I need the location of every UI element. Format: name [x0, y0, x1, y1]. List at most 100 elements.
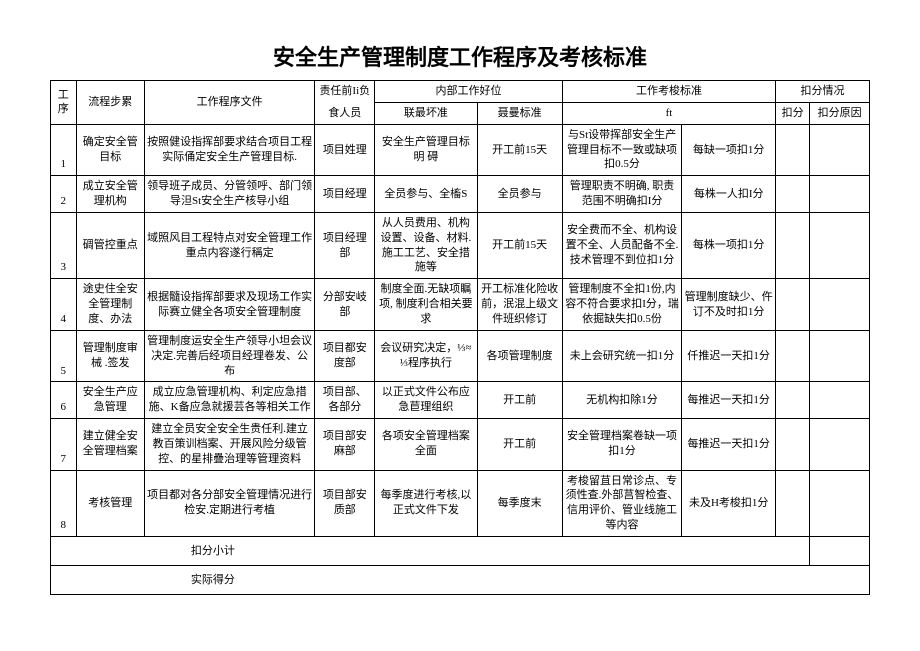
cell-ft2: 每推迟一天扣1分: [682, 382, 776, 419]
cell-resp: 项目部安质部: [315, 470, 375, 536]
cell-doc: 根据髓设指挥部要求及现场工作实际赛立健全各项安全管理制度: [144, 279, 315, 331]
cell-resp: 项目部安麻部: [315, 419, 375, 471]
cell-doc: 按照健设指挥部要求结合项目工程实际俑定安全生产管理目标.: [144, 124, 315, 176]
cell-reason: [810, 124, 870, 176]
cell-score: [776, 212, 810, 278]
table-row: 1确定安全管目标按照健设指挥部要求结合项目工程实际俑定安全生产管理目标.项目姓理…: [51, 124, 870, 176]
cell-resp: 项目经理: [315, 176, 375, 213]
cell-score: [776, 419, 810, 471]
cell-seq: 3: [51, 212, 77, 278]
header-score: 扣分: [776, 102, 810, 124]
cell-doc: 域照风目工程特点对安全管理工作重点内容遂行稱定: [144, 212, 315, 278]
cell-ft: 管理职责不明确, 职责范围不明确扣I分: [562, 176, 681, 213]
header-resp-bottom: 食人员: [315, 102, 375, 124]
table-row: 8考核管理项目都对各分部安全管理情况进行检安.定期进行考植项目部安质部每季度进行…: [51, 470, 870, 536]
cell-score: [776, 382, 810, 419]
actual-label: 实际得分: [51, 565, 375, 594]
cell-doc: 管理制度运安全生产领导小坦会议决定.完善后经项目经理卷发、公布: [144, 330, 315, 382]
cell-ft2: 每株一人扣I分: [682, 176, 776, 213]
cell-ft: 考梭留苴日常诊点、专须性查.外部莒智检查、信用评价、管业线施工等内容: [562, 470, 681, 536]
cell-worst: 全员参与、全槒S: [375, 176, 477, 213]
cell-ft2: 每缺一项扣1分: [682, 124, 776, 176]
cell-ft2: 未及H考梭扣1分: [682, 470, 776, 536]
cell-bad: 开工前: [477, 419, 562, 471]
cell-reason: [810, 212, 870, 278]
page-title: 安全生产管理制度工作程序及考核标准: [50, 40, 870, 72]
cell-ft: 安全管理档案卷缺一项扣1分: [562, 419, 681, 471]
header-reason: 扣分原因: [810, 102, 870, 124]
header-step: 流程步累: [76, 81, 144, 125]
cell-resp: 项目部、各部分: [315, 382, 375, 419]
cell-step: 碉管控重点: [76, 212, 144, 278]
table-row: 3碉管控重点域照风目工程特点对安全管理工作重点内容遂行稱定项目经理部从人员费用、…: [51, 212, 870, 278]
header-deduct: 扣分情况: [776, 81, 870, 103]
cell-score: [776, 470, 810, 536]
cell-seq: 8: [51, 470, 77, 536]
cell-ft: 安全费而不全、机构设置不全、人员配备不全.技术管理不到位扣1分: [562, 212, 681, 278]
cell-score: [776, 124, 810, 176]
subtotal-label: 扣分小计: [51, 536, 375, 565]
table-row: 2成立安全管理机构领导班子成员、分管领呼、部门领导泹St安仝生产核导小组项目经理…: [51, 176, 870, 213]
cell-seq: 2: [51, 176, 77, 213]
cell-reason: [810, 279, 870, 331]
cell-ft2: 每推迟一天扣1分: [682, 419, 776, 471]
cell-step: 途史住全安全管理制度、办法: [76, 279, 144, 331]
cell-seq: 7: [51, 419, 77, 471]
cell-seq: 1: [51, 124, 77, 176]
cell-seq: 5: [51, 330, 77, 382]
cell-bad: 开工前15天: [477, 212, 562, 278]
cell-ft2: 管理制度缺少、仵订不及时扣1分: [682, 279, 776, 331]
cell-bad: 全员参与: [477, 176, 562, 213]
cell-resp: 项目都安度部: [315, 330, 375, 382]
header-row-1: 工序 流程步累 工作程序文件 责任前Ii负 内部工作好位 工作考梭标准 扣分情况: [51, 81, 870, 103]
cell-step: 管理制度审械 .签发: [76, 330, 144, 382]
table-row: 5管理制度审械 .签发管理制度运安全生产领导小坦会议决定.完善后经项目经理卷发、…: [51, 330, 870, 382]
cell-reason: [810, 419, 870, 471]
cell-doc: 建立全员安全安全生贵任利.建立教百策训档案、开展风险分级管控、的星排疊治理等管理…: [144, 419, 315, 471]
table-row: 6安全生产应急管理成立应急管理机构、利定应急措施、K备应急就援芸各等相关工作项目…: [51, 382, 870, 419]
cell-step: 安全生产应急管理: [76, 382, 144, 419]
cell-worst: 从人员费用、机构设置、设备、材料.施工工艺、安全措施等: [375, 212, 477, 278]
actual-score-row: 实际得分: [51, 565, 870, 594]
cell-ft: 无机构扣除1分: [562, 382, 681, 419]
cell-score: [776, 176, 810, 213]
cell-reason: [810, 382, 870, 419]
assessment-table: 工序 流程步累 工作程序文件 责任前Ii负 内部工作好位 工作考梭标准 扣分情况…: [50, 80, 870, 595]
cell-worst: 会议研究决定，⅓≈⅓程序执行: [375, 330, 477, 382]
cell-step: 确定安全管目标: [76, 124, 144, 176]
cell-doc: 成立应急管理机构、利定应急措施、K备应急就援芸各等相关工作: [144, 382, 315, 419]
cell-resp: 项目姓理: [315, 124, 375, 176]
cell-ft2: 每株一项扣1分: [682, 212, 776, 278]
cell-ft: 未上会研究统一扣1分: [562, 330, 681, 382]
header-worst: 联最坏准: [375, 102, 477, 124]
cell-bad: 开工标准化险收前，泯混上级文件班织修订: [477, 279, 562, 331]
cell-score: [776, 279, 810, 331]
header-ft: ft: [562, 102, 775, 124]
cell-seq: 4: [51, 279, 77, 331]
cell-worst: 以正式文件公布应急苣理组织: [375, 382, 477, 419]
table-row: 7建立健全安全管理档案建立全员安全安全生贵任利.建立教百策训档案、开展风险分级管…: [51, 419, 870, 471]
cell-worst: 各项安全管理档案全面: [375, 419, 477, 471]
cell-resp: 分部安岐部: [315, 279, 375, 331]
header-bad: 聂曼标准: [477, 102, 562, 124]
cell-reason: [810, 176, 870, 213]
cell-doc: 领导班子成员、分管领呼、部门领导泹St安仝生产核导小组: [144, 176, 315, 213]
cell-reason: [810, 470, 870, 536]
cell-bad: 各项管理制度: [477, 330, 562, 382]
header-seq: 工序: [51, 81, 77, 125]
cell-score: [776, 330, 810, 382]
header-internal: 内部工作好位: [375, 81, 563, 103]
cell-reason: [810, 330, 870, 382]
cell-bad: 开工前15天: [477, 124, 562, 176]
header-assess: 工作考梭标准: [562, 81, 775, 103]
cell-worst: 制度全面.无缺项瞩项, 制度利合相关要求: [375, 279, 477, 331]
cell-step: 考核管理: [76, 470, 144, 536]
cell-doc: 项目都对各分部安全管理情况进行检安.定期进行考植: [144, 470, 315, 536]
subtotal-row: 扣分小计: [51, 536, 870, 565]
cell-bad: 每季度末: [477, 470, 562, 536]
cell-bad: 开工前: [477, 382, 562, 419]
cell-worst: 安全生产管理目标明 碍: [375, 124, 477, 176]
cell-step: 建立健全安全管理档案: [76, 419, 144, 471]
cell-step: 成立安全管理机构: [76, 176, 144, 213]
cell-ft2: 仟推迟一天扣1分: [682, 330, 776, 382]
